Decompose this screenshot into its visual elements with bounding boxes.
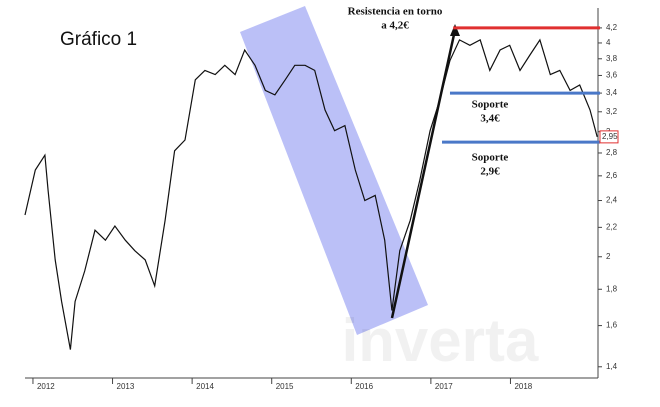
level-label: a 4,2€ xyxy=(381,19,409,31)
x-tick-label: 2014 xyxy=(196,382,214,391)
x-tick-label: 2012 xyxy=(37,382,55,391)
x-tick-label: 2016 xyxy=(355,382,373,391)
level-label: Soporte xyxy=(472,99,509,111)
y-tick-label: 2,6 xyxy=(606,171,618,180)
y-tick-label: 3,6 xyxy=(606,71,618,80)
y-tick-label: 1,6 xyxy=(606,321,618,330)
x-tick-label: 2017 xyxy=(435,382,453,391)
last-price-label: 2,95 xyxy=(602,132,618,141)
last-price-tag xyxy=(599,130,619,144)
y-tick-label: 4,2 xyxy=(606,23,618,32)
level-label: Resistencia en torno xyxy=(348,5,443,17)
chart-title: Gráfico 1 xyxy=(60,29,137,50)
y-tick-label: 2,2 xyxy=(606,222,618,231)
y-tick-label: 3,8 xyxy=(606,54,618,63)
trend-channel xyxy=(240,6,428,335)
y-tick-label: 1,4 xyxy=(606,362,618,371)
y-tick-label: 4 xyxy=(606,38,611,47)
price-line xyxy=(24,38,598,350)
level-label: 3,4€ xyxy=(480,113,500,125)
watermark: inverta xyxy=(342,307,539,374)
level-label: 2,9€ xyxy=(480,166,500,178)
x-tick-label: 2013 xyxy=(117,382,135,391)
x-tick-label: 2015 xyxy=(276,382,294,391)
arrow-head xyxy=(450,24,460,36)
y-tick-label: 2 xyxy=(606,252,611,261)
trend-line xyxy=(390,29,457,319)
y-tick-label: 2,4 xyxy=(606,196,618,205)
y-tick-label: 2,8 xyxy=(606,148,618,157)
x-tick-label: 2018 xyxy=(514,382,532,391)
y-tick-label: 3,2 xyxy=(606,107,618,116)
level-label: Soporte xyxy=(472,152,509,164)
y-tick-label: 1,8 xyxy=(606,284,618,293)
y-tick-label: 3,4 xyxy=(606,88,618,97)
